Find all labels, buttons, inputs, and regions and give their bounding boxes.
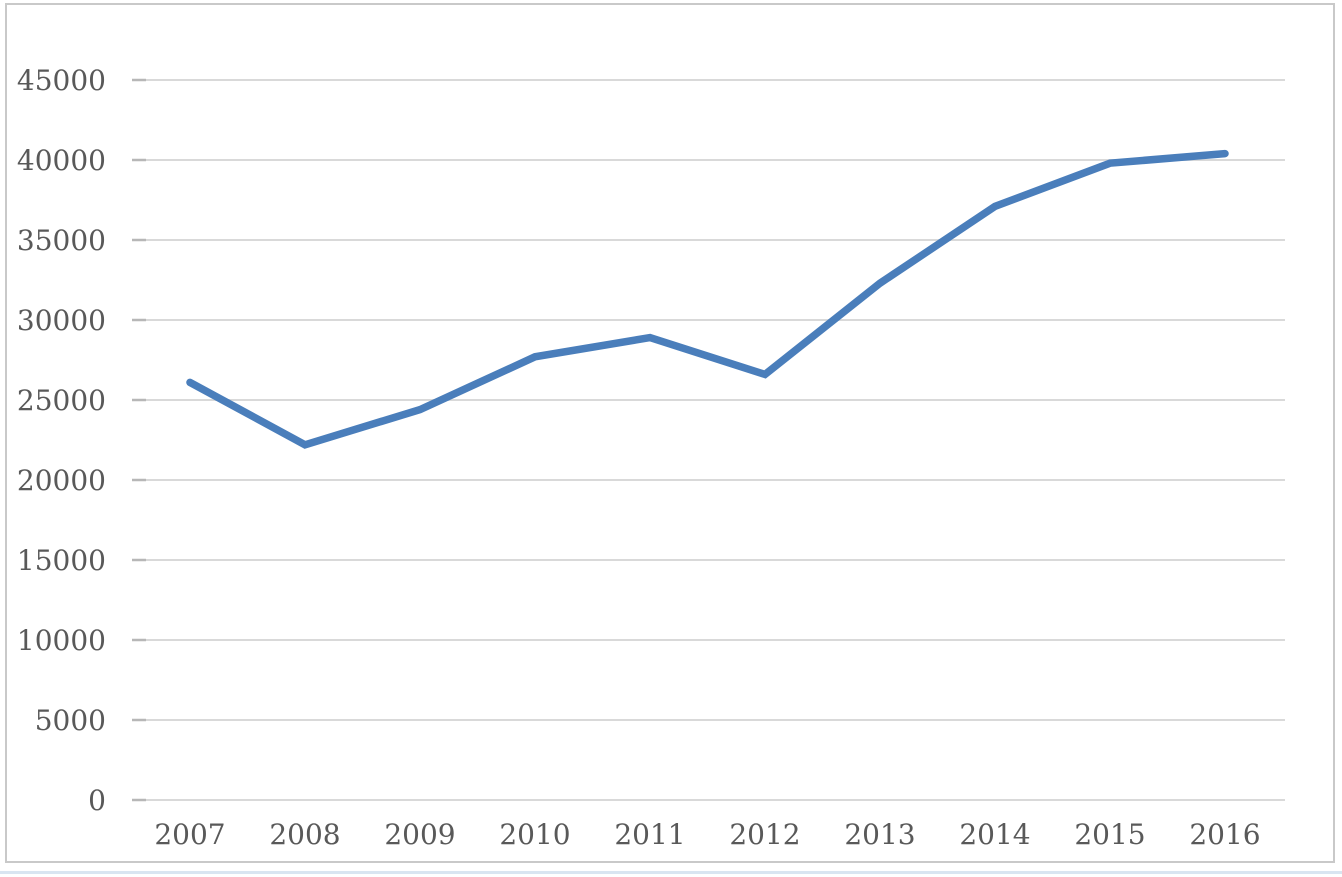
x-axis-tick-label: 2007 [154, 818, 225, 851]
y-axis-tick-label: 35000 [17, 224, 106, 257]
x-axis-tick-label: 2016 [1189, 818, 1260, 851]
bottom-accent-line [0, 871, 1342, 874]
y-axis-tick-label: 45000 [17, 64, 106, 97]
y-axis-tick-label: 15000 [17, 544, 106, 577]
x-axis-tick-label: 2014 [959, 818, 1030, 851]
x-axis-tick-label: 2012 [729, 818, 800, 851]
x-axis-tick-label: 2011 [614, 818, 685, 851]
x-axis-tick-label: 2010 [499, 818, 570, 851]
y-axis-tick-label: 25000 [17, 384, 106, 417]
x-axis-tick-label: 2008 [269, 818, 340, 851]
y-axis-tick-label: 40000 [17, 144, 106, 177]
x-axis-tick-label: 2015 [1074, 818, 1145, 851]
y-axis-tick-label: 10000 [17, 624, 106, 657]
x-axis-tick-label: 2013 [844, 818, 915, 851]
y-axis-tick-label: 5000 [35, 704, 106, 737]
y-axis-tick-label: 20000 [17, 464, 106, 497]
y-axis-tick-label: 0 [88, 784, 106, 817]
y-axis-tick-label: 30000 [17, 304, 106, 337]
series-line [186, 149, 1229, 449]
x-axis-tick-label: 2009 [384, 818, 455, 851]
